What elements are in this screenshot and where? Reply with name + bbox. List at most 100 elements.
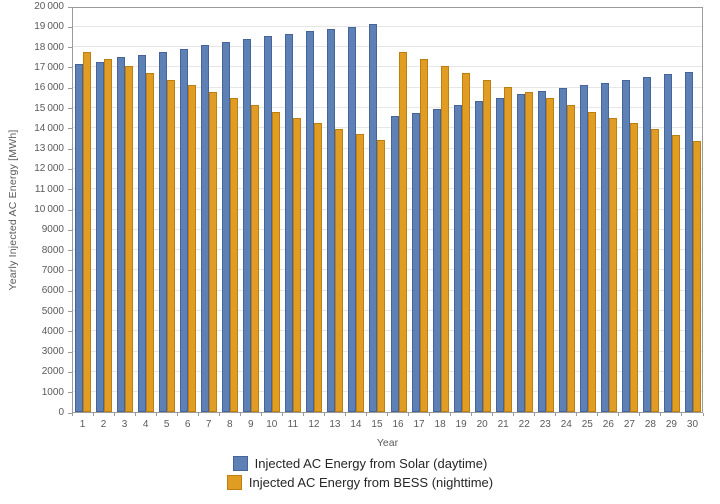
bar-solar <box>663 74 672 412</box>
y-tick-label: 3000 <box>41 346 64 358</box>
bar-bess <box>650 129 659 412</box>
gridline <box>73 167 702 169</box>
x-tick <box>534 413 536 416</box>
bar-bess <box>314 123 323 412</box>
y-tick-label: 0 <box>58 407 64 418</box>
bar-bess <box>251 105 260 412</box>
x-tick-label: 22 <box>518 419 530 430</box>
y-tick-label: 10 000 <box>34 204 64 215</box>
y-tick <box>68 67 72 69</box>
y-tick <box>68 270 72 272</box>
bar-solar <box>495 98 504 412</box>
bar-bess <box>419 59 428 412</box>
bar-solar <box>558 88 567 412</box>
bar-bess <box>398 52 407 412</box>
x-tick <box>239 413 241 416</box>
x-tick <box>492 413 494 416</box>
x-axis-title: Year <box>376 437 399 449</box>
bar-bess <box>440 66 449 412</box>
y-tick <box>68 168 72 170</box>
bar-bess <box>125 66 134 412</box>
bar-bess <box>146 73 155 412</box>
y-tick-label: 17 000 <box>34 61 64 73</box>
bar-solar <box>222 42 231 412</box>
gridline <box>73 25 702 27</box>
x-tick-label: 6 <box>184 419 191 430</box>
legend: Injected AC Energy from Solar (daytime) … <box>0 456 720 490</box>
gridline <box>73 127 702 129</box>
y-tick-label: 7000 <box>41 264 64 276</box>
y-tick <box>68 229 72 231</box>
y-tick-label: 6000 <box>41 285 64 297</box>
bar-bess <box>587 112 596 412</box>
x-tick-label: 1 <box>79 419 86 430</box>
bar-solar <box>327 29 336 412</box>
bar-solar <box>600 83 609 412</box>
x-tick-label: 28 <box>644 419 656 430</box>
x-tick-label: 24 <box>560 419 572 430</box>
bar-bess <box>83 52 92 412</box>
x-tick-label: 23 <box>539 419 551 430</box>
bar-solar <box>474 101 483 412</box>
gridline <box>73 391 702 393</box>
bar-bess <box>482 80 491 412</box>
x-tick-label: 12 <box>308 419 320 430</box>
bar-solar <box>96 62 105 412</box>
y-tick <box>68 87 72 89</box>
bar-bess <box>293 118 302 412</box>
plot-area <box>72 7 703 413</box>
x-tick <box>576 413 578 416</box>
x-tick-label: 29 <box>665 419 677 430</box>
gridline <box>73 310 702 311</box>
bar-solar <box>684 72 693 412</box>
bar-solar <box>159 52 168 412</box>
x-tick <box>555 413 557 416</box>
y-tick-label: 16 000 <box>34 82 64 94</box>
bar-bess <box>188 85 197 412</box>
y-tick <box>68 311 72 312</box>
bar-solar <box>243 39 252 412</box>
bar-bess <box>377 140 386 412</box>
bar-solar <box>390 116 399 412</box>
x-tick <box>176 413 178 416</box>
y-tick-label: 15 000 <box>34 102 64 114</box>
y-tick <box>68 392 72 394</box>
bar-solar <box>369 24 378 412</box>
bar-solar <box>117 57 126 412</box>
x-tick <box>681 413 683 416</box>
x-tick-label: 13 <box>329 419 341 430</box>
gridline <box>73 350 702 352</box>
bar-solar <box>432 109 441 412</box>
x-tick-label: 4 <box>142 419 149 430</box>
x-tick <box>450 413 452 416</box>
bar-solar <box>306 31 315 412</box>
legend-label-solar: Injected AC Energy from Solar (daytime) <box>254 456 488 471</box>
y-tick-label: 18 000 <box>34 41 64 53</box>
x-tick-label: 15 <box>371 419 383 430</box>
legend-swatch-solar <box>232 456 248 471</box>
x-tick-label: 30 <box>686 419 699 430</box>
x-tick-label: 11 <box>287 419 299 430</box>
y-tick <box>68 250 72 252</box>
gridline <box>73 208 702 210</box>
gridline <box>73 269 702 271</box>
gridline <box>73 249 702 251</box>
x-tick <box>639 413 641 416</box>
x-tick-label: 17 <box>413 419 425 430</box>
bar-bess <box>356 134 365 412</box>
y-tick-label: 2000 <box>41 366 64 378</box>
gridline <box>73 228 702 230</box>
x-tick-label: 18 <box>434 419 446 430</box>
x-tick <box>408 413 410 416</box>
bar-solar <box>264 36 273 412</box>
bar-bess <box>629 123 638 412</box>
bar-solar <box>201 45 210 412</box>
y-tick-label: 9000 <box>41 224 64 236</box>
y-tick <box>68 6 72 8</box>
y-tick <box>68 412 72 414</box>
x-tick <box>113 413 115 416</box>
bar-bess <box>545 98 554 412</box>
x-tick-label: 19 <box>455 419 467 430</box>
bar-solar <box>516 94 525 412</box>
